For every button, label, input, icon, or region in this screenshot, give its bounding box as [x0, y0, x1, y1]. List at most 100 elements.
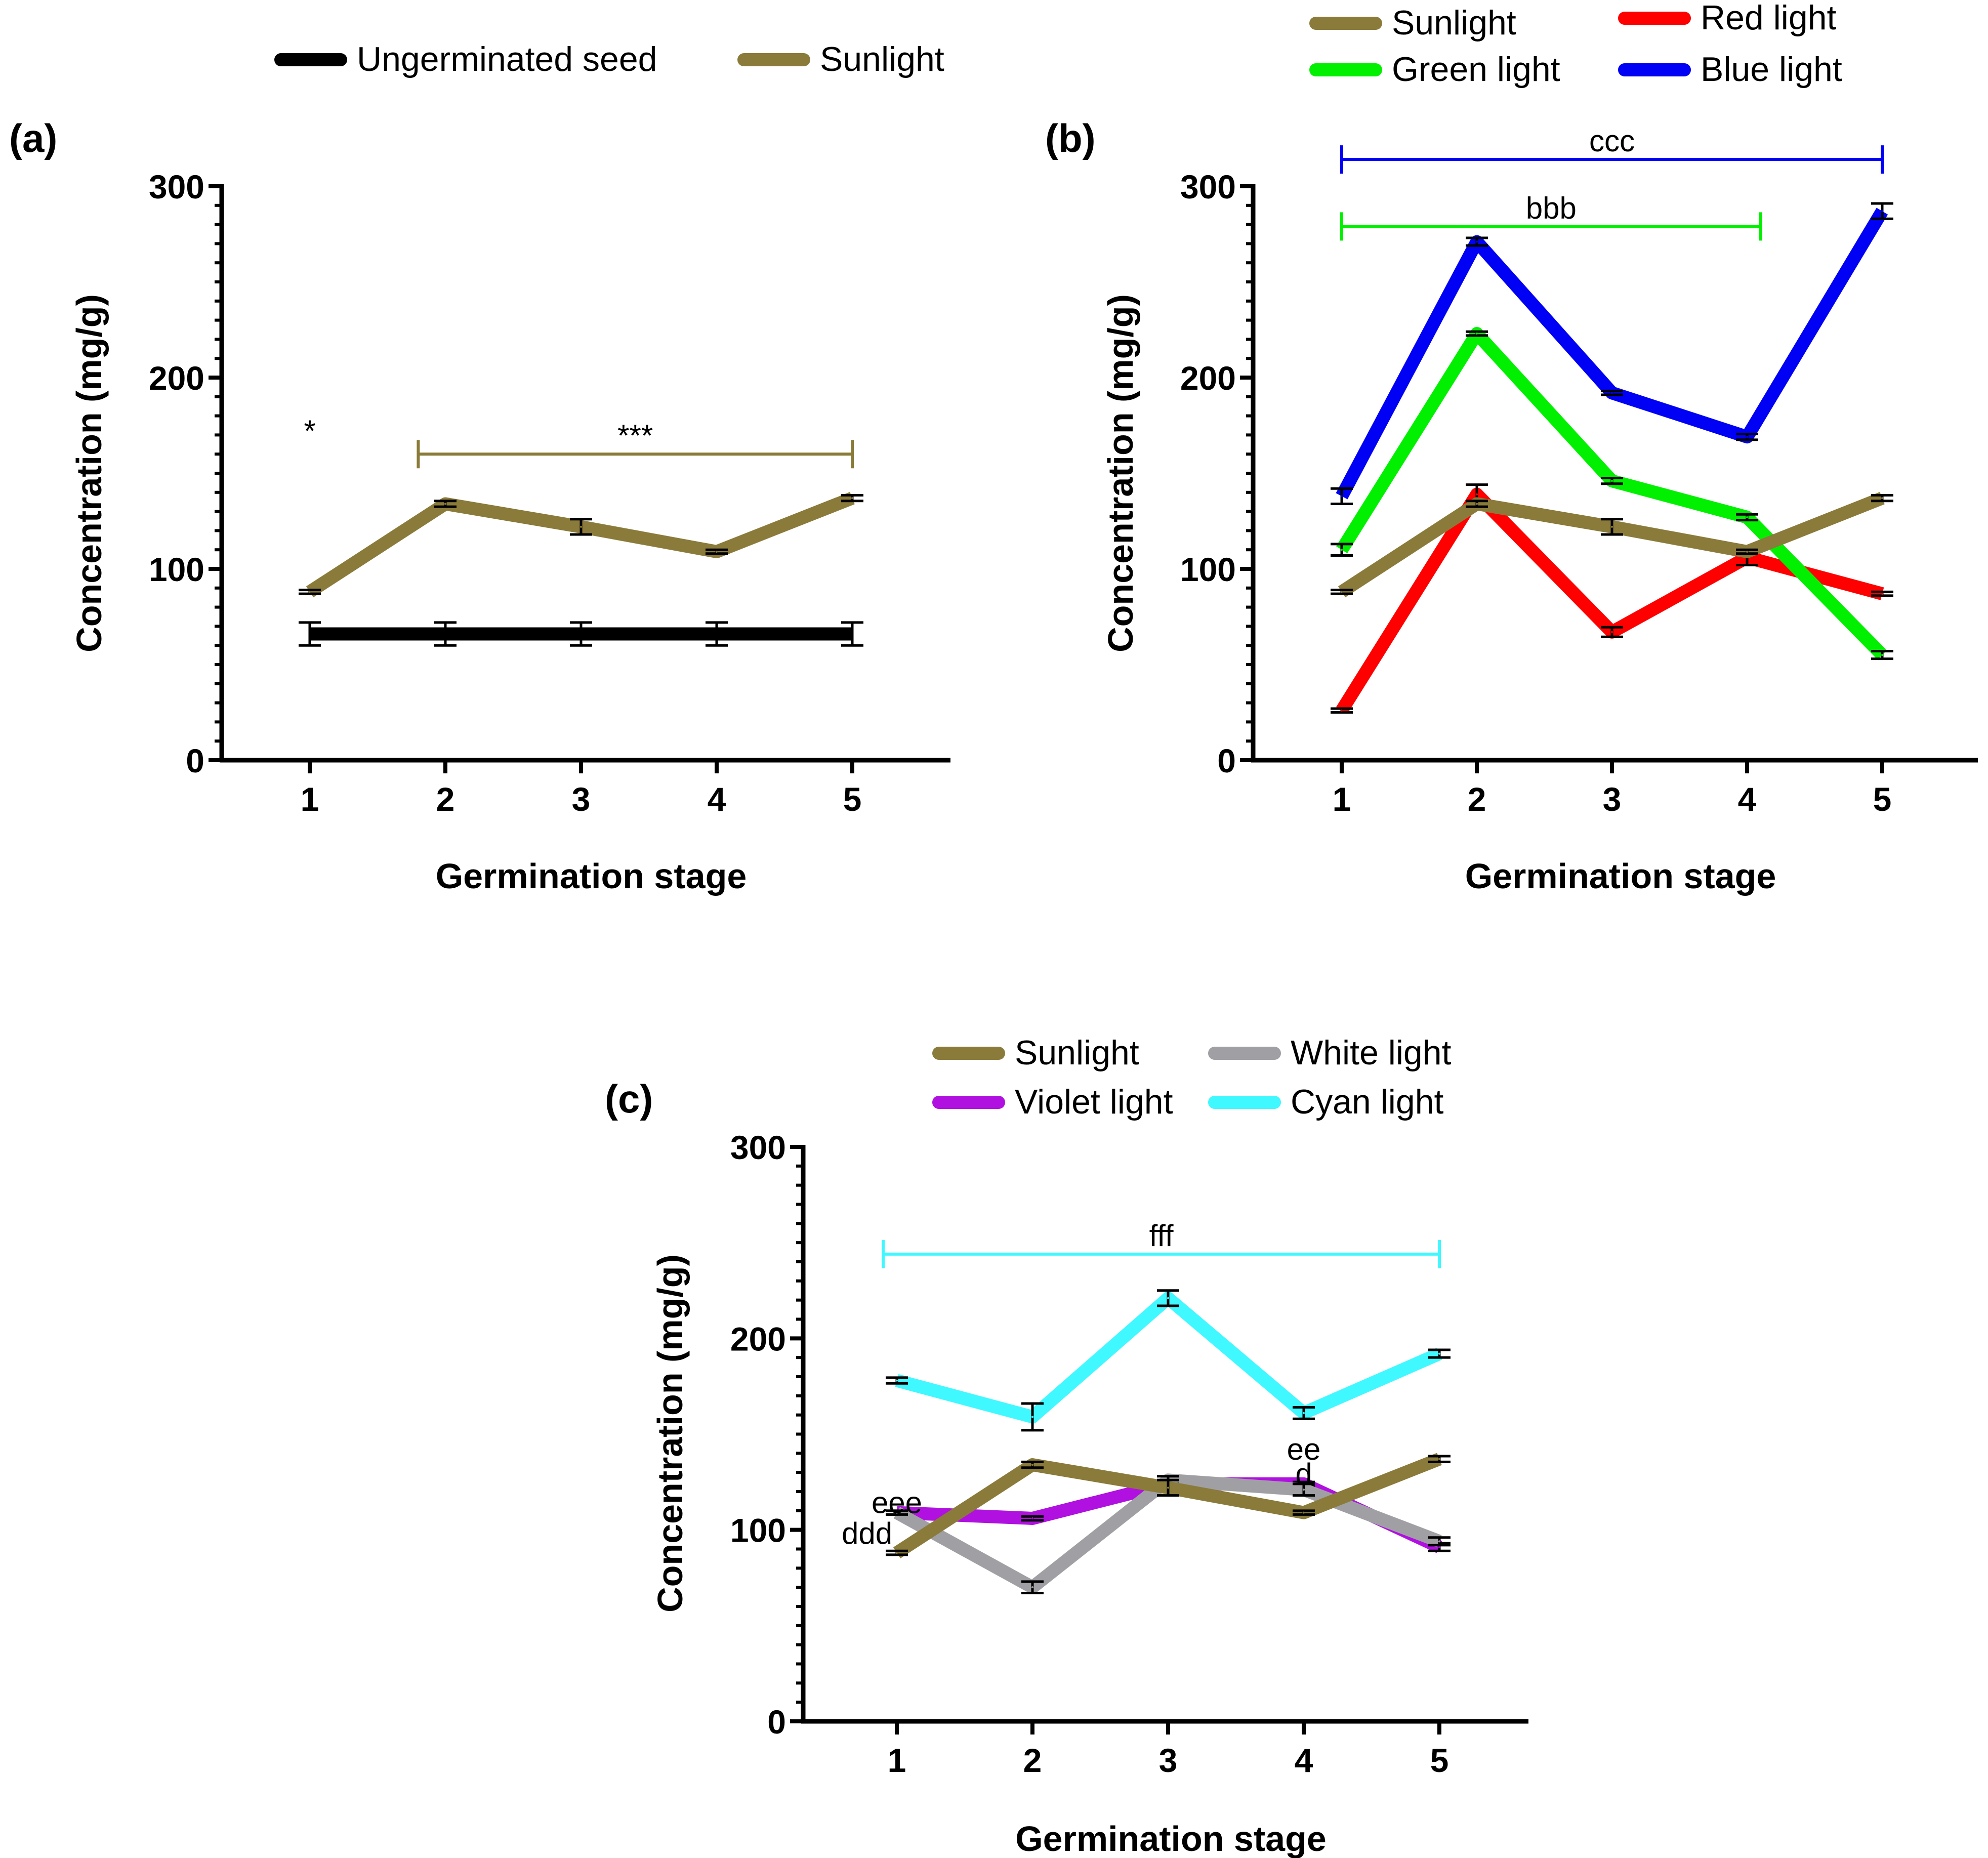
x-axis-title: Germination stage — [436, 856, 747, 896]
legend-item: Blue light — [1618, 50, 1842, 89]
legend-label: Violet light — [1015, 1083, 1173, 1121]
data-point — [444, 503, 446, 505]
series-blue-light — [1331, 202, 1893, 505]
error-bar — [299, 589, 321, 595]
data-point — [444, 633, 446, 635]
annotation-label: d — [1295, 1457, 1312, 1491]
legend-item: Cyan light — [1208, 1083, 1443, 1121]
legend-label: Sunlight — [1015, 1034, 1139, 1072]
series-sunlight — [886, 1453, 1451, 1558]
data-point — [1438, 1352, 1440, 1355]
y-tick-label: 300 — [1180, 168, 1236, 205]
x-tick-label: 4 — [708, 780, 726, 818]
chart-panel-2: (b) 0 100 200 300 1 2 3 4 5 Germination stage Conce… — [1045, 0, 1978, 896]
error-bar — [706, 548, 728, 555]
error-bar — [1601, 476, 1623, 485]
series-sunlight — [1331, 492, 1893, 598]
legend-item: Violet light — [932, 1083, 1173, 1121]
bracket-label: fff — [1149, 1219, 1174, 1253]
annotation-label: eee — [872, 1486, 922, 1520]
error-bar — [886, 1549, 908, 1556]
series-ungerminated-seed — [299, 621, 863, 647]
x-tick-label: 5 — [843, 780, 862, 818]
legend-item: White light — [1208, 1034, 1452, 1072]
error-bar — [841, 493, 863, 503]
error-bar — [1331, 707, 1353, 714]
series-line — [306, 492, 855, 598]
data-point — [1881, 210, 1883, 213]
data-point — [1031, 1517, 1033, 1519]
error-bar — [1021, 1515, 1044, 1522]
data-point — [580, 633, 582, 635]
error-bar — [1601, 389, 1623, 396]
data-point — [1031, 1464, 1033, 1466]
x-axis-title: Germination stage — [1015, 1819, 1327, 1858]
data-point — [1881, 654, 1883, 656]
data-point — [1031, 1416, 1033, 1418]
x-tick-label: 4 — [1738, 780, 1757, 818]
error-bar — [706, 621, 728, 647]
data-point — [896, 1379, 898, 1382]
panel-label: (c) — [605, 1077, 653, 1121]
error-bar — [1157, 1478, 1179, 1497]
x-tick-label: 1 — [888, 1742, 906, 1779]
data-point — [716, 550, 718, 553]
y-tick-label: 0 — [186, 742, 204, 779]
significance-bracket: ccc — [1340, 124, 1884, 174]
x-tick-label: 3 — [572, 780, 591, 818]
data-point — [1746, 516, 1748, 518]
error-bar — [1428, 1348, 1451, 1359]
data-point — [1476, 333, 1478, 335]
data-point — [1341, 591, 1343, 593]
error-bar — [1466, 500, 1488, 508]
series-line — [1336, 327, 1887, 660]
data-point — [1438, 1458, 1440, 1460]
series-green-light — [1331, 327, 1893, 660]
series-sunlight — [299, 492, 863, 598]
y-tick-label: 300 — [149, 168, 204, 205]
data-point — [1438, 1540, 1440, 1543]
annotation-label: * — [304, 414, 315, 448]
error-bar — [1428, 1536, 1451, 1547]
annotation-label: ddd — [842, 1516, 892, 1550]
data-point — [1341, 549, 1343, 551]
data-point — [1167, 1487, 1169, 1489]
error-bar — [886, 1376, 908, 1385]
error-bar — [1736, 548, 1758, 555]
data-point — [1303, 1412, 1305, 1414]
error-bar — [1871, 493, 1893, 503]
series-line — [1336, 208, 1888, 500]
data-point — [580, 525, 582, 528]
x-tick-label: 2 — [1468, 780, 1486, 818]
data-point — [851, 497, 853, 500]
error-bar — [434, 621, 457, 647]
chart-panel-3: (c) 0 100 200 300 1 2 3 4 5 Germination stage Conce… — [605, 1034, 1528, 1858]
error-bar — [1021, 1460, 1044, 1469]
error-bar — [1601, 518, 1623, 536]
legend-item: Sunlight — [932, 1034, 1139, 1072]
error-bar — [1331, 487, 1353, 505]
legend-label: Red light — [1701, 0, 1836, 37]
bracket-label: *** — [617, 419, 653, 452]
x-tick-label: 5 — [1430, 1742, 1449, 1779]
y-tick-label: 100 — [730, 1512, 786, 1549]
x-axis-title: Germination stage — [1465, 856, 1776, 896]
data-point — [1611, 392, 1613, 394]
data-point — [1476, 503, 1478, 505]
error-bar — [434, 500, 457, 508]
significance-bracket: fff — [882, 1219, 1441, 1268]
legend-label: Cyan light — [1291, 1083, 1443, 1121]
data-point — [1438, 1546, 1440, 1548]
data-point — [1746, 436, 1748, 438]
data-point — [1341, 495, 1343, 498]
data-point — [309, 591, 311, 593]
error-bar — [1293, 1509, 1315, 1516]
error-bar — [1601, 626, 1623, 638]
data-point — [1611, 480, 1613, 482]
data-point — [1476, 240, 1478, 243]
error-bar — [886, 1509, 908, 1516]
y-tick-label: 100 — [1180, 551, 1236, 588]
legend-item: Green light — [1309, 50, 1560, 89]
error-bar — [841, 621, 863, 647]
x-tick-label: 2 — [1023, 1742, 1042, 1779]
